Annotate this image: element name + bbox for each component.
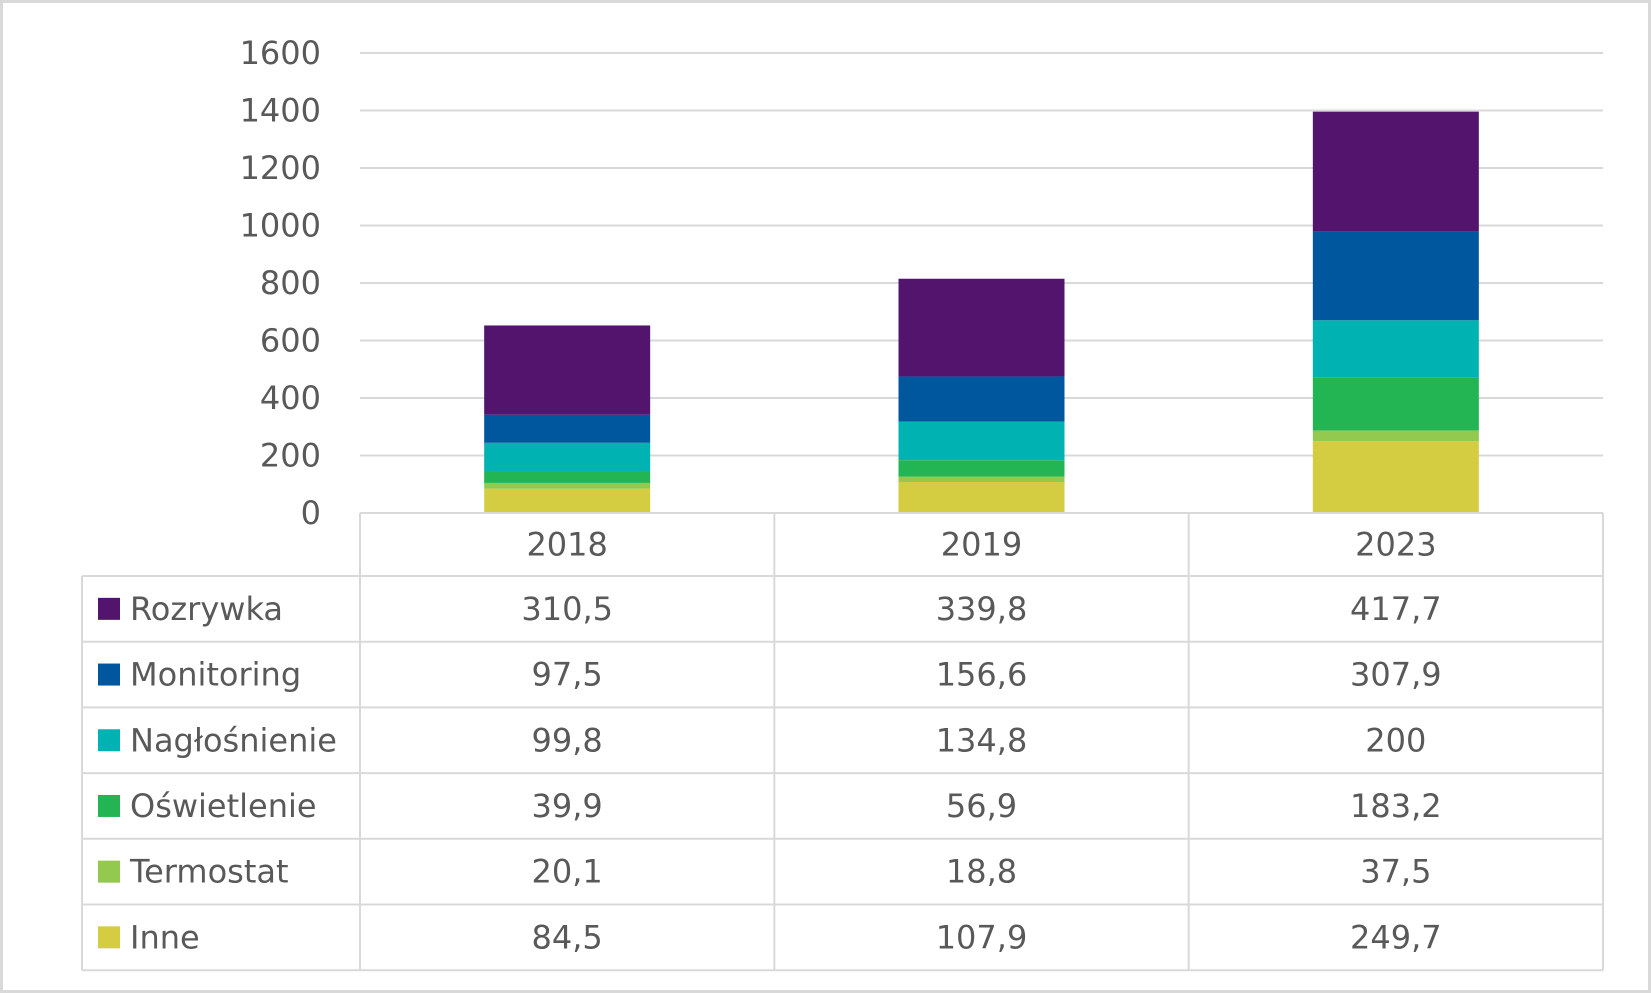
data-label: 307,9 xyxy=(1350,656,1442,694)
y-tick-label: 800 xyxy=(260,264,321,302)
data-label: 84,5 xyxy=(532,918,603,956)
bar-segment xyxy=(484,325,651,415)
data-label: 417,7 xyxy=(1350,590,1442,628)
bar-segment xyxy=(1312,377,1479,431)
data-label: 156,6 xyxy=(936,656,1028,694)
y-tick-label: 1000 xyxy=(240,207,321,245)
legend-swatch xyxy=(98,663,120,686)
legend-swatch xyxy=(98,794,120,817)
bar-segment xyxy=(484,442,651,472)
y-tick-label: 200 xyxy=(260,437,321,475)
legend-swatch xyxy=(98,860,120,883)
legend-label: Oświetlenie xyxy=(130,787,317,825)
bar-segment xyxy=(1312,111,1479,232)
bar-segment xyxy=(898,481,1065,513)
data-label: 200 xyxy=(1365,721,1426,759)
data-label: 99,8 xyxy=(532,721,603,759)
bar-segment xyxy=(898,376,1065,422)
bar-segment xyxy=(1312,231,1479,321)
y-tick-label: 1200 xyxy=(240,149,321,187)
bar-segment xyxy=(1312,320,1479,378)
stacked-bar-chart-with-data-table: 0 200 400 600 800 1000 1200 1400 1600 2018 2019 202… xyxy=(81,34,1604,972)
y-tick-label: 1400 xyxy=(240,92,321,130)
data-label: 18,8 xyxy=(946,853,1017,891)
bar-segment xyxy=(1312,430,1479,442)
bar-segment xyxy=(484,471,651,483)
legend-label: Nagłośnienie xyxy=(130,721,337,759)
legend-swatch xyxy=(98,597,120,620)
bar-segment xyxy=(898,460,1065,477)
x-category-label: 2019 xyxy=(941,526,1022,564)
data-label: 37,5 xyxy=(1360,853,1431,891)
bar-segment xyxy=(898,278,1065,377)
legend-label: Monitoring xyxy=(130,656,301,694)
data-label: 183,2 xyxy=(1350,787,1442,825)
legend-label: Inne xyxy=(130,918,200,956)
data-label: 39,9 xyxy=(532,787,603,825)
x-category-label: 2023 xyxy=(1355,526,1436,564)
bar-segment xyxy=(898,421,1065,461)
x-category-label: 2018 xyxy=(526,526,607,564)
data-label: 249,7 xyxy=(1350,918,1442,956)
bar-segment xyxy=(484,482,651,489)
legend-swatch xyxy=(98,926,120,949)
data-label: 134,8 xyxy=(936,721,1028,759)
legend-label: Rozrywka xyxy=(130,590,283,628)
bar-segment xyxy=(1312,441,1479,513)
bar-segment xyxy=(484,414,651,443)
data-label: 339,8 xyxy=(936,590,1028,628)
legend-swatch xyxy=(98,729,120,752)
data-label: 97,5 xyxy=(532,656,603,694)
y-tick-label: 0 xyxy=(301,494,321,532)
y-tick-label: 600 xyxy=(260,322,321,360)
data-label: 107,9 xyxy=(936,918,1028,956)
y-tick-label: 400 xyxy=(260,379,321,417)
data-label: 310,5 xyxy=(521,590,613,628)
legend-label: Termostat xyxy=(129,853,289,891)
bar-segment xyxy=(484,488,651,513)
data-label: 56,9 xyxy=(946,787,1017,825)
y-tick-label: 1600 xyxy=(240,34,321,72)
bar-segment xyxy=(898,476,1065,482)
data-label: 20,1 xyxy=(532,853,603,891)
